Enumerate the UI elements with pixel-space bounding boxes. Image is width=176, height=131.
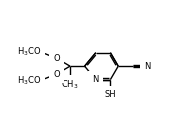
Text: N: N	[93, 75, 99, 84]
Text: CH$_3$: CH$_3$	[61, 79, 79, 91]
Text: O: O	[53, 54, 60, 63]
Text: H$_3$CO: H$_3$CO	[17, 75, 41, 87]
Text: SH: SH	[105, 90, 116, 99]
Text: O: O	[53, 70, 60, 78]
Text: H$_3$CO: H$_3$CO	[17, 45, 41, 58]
Text: N: N	[144, 62, 150, 71]
